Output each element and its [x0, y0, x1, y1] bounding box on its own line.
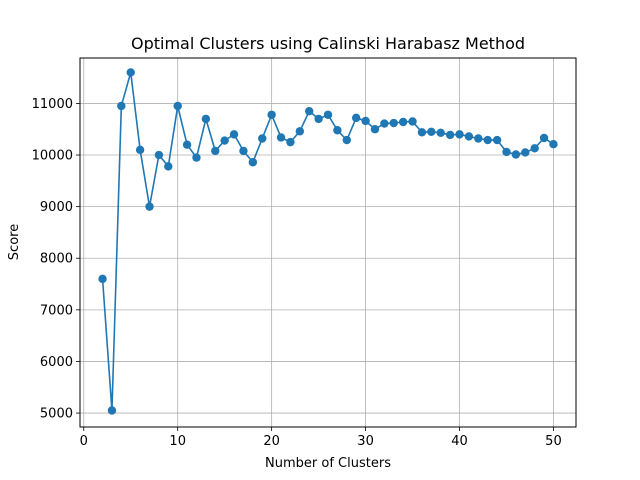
y-tick-label: 7000 — [40, 303, 73, 318]
x-tick-label: 20 — [263, 434, 280, 449]
data-point — [164, 162, 173, 171]
data-point — [417, 128, 427, 137]
plot-area-frame — [79, 57, 577, 428]
data-point — [398, 117, 408, 127]
y-axis-label: Score — [7, 224, 22, 260]
data-point — [464, 132, 474, 141]
y-tick-label: 11000 — [32, 97, 73, 112]
series-score — [98, 68, 558, 415]
data-point — [173, 101, 182, 111]
data-point — [258, 134, 267, 143]
data-point — [107, 406, 117, 415]
data-point — [521, 148, 530, 157]
data-point — [436, 128, 445, 138]
data-point — [380, 119, 389, 128]
data-point — [323, 110, 333, 119]
data-point — [502, 147, 511, 157]
data-point — [98, 274, 107, 284]
data-point — [182, 140, 192, 149]
x-axis-label: Number of Clusters — [265, 456, 391, 471]
data-point — [492, 135, 502, 145]
data-point — [295, 127, 305, 136]
y-tick-label: 9000 — [40, 200, 73, 215]
data-point — [361, 116, 370, 126]
data-point — [455, 130, 464, 139]
y-tick-label: 6000 — [40, 355, 73, 370]
data-point — [145, 202, 154, 211]
x-axis-ticks: 0 10 20 30 40 50 — [80, 427, 562, 449]
data-point — [483, 135, 492, 145]
data-point — [408, 117, 417, 126]
data-point — [248, 158, 258, 167]
data-point — [192, 153, 201, 162]
y-tick-label: 5000 — [40, 407, 73, 422]
data-point — [239, 146, 248, 156]
x-tick-label: 40 — [451, 434, 468, 449]
data-point — [351, 113, 361, 123]
data-point — [229, 130, 239, 139]
data-point — [126, 68, 135, 77]
data-point — [117, 101, 126, 111]
data-point — [342, 135, 351, 145]
data-point — [511, 150, 521, 159]
x-tick-label: 10 — [169, 434, 186, 449]
chart-title: Optimal Clusters using Calinski Harabasz… — [131, 34, 525, 53]
x-tick-label: 0 — [80, 434, 88, 449]
series-line — [101, 72, 554, 411]
data-point — [427, 127, 436, 136]
data-point — [286, 137, 295, 147]
x-tick-label: 30 — [357, 434, 374, 449]
data-point — [549, 139, 558, 149]
data-point — [333, 126, 342, 135]
data-point — [445, 130, 455, 140]
y-axis-ticks: 5000 6000 7000 8000 9000 10000 11000 — [32, 97, 80, 422]
data-point — [201, 114, 211, 124]
x-tick-label: 50 — [545, 434, 562, 449]
data-point — [220, 136, 229, 145]
data-point — [370, 125, 380, 134]
data-point — [154, 150, 164, 160]
data-point — [314, 114, 323, 124]
data-point — [276, 133, 286, 142]
data-point — [530, 144, 539, 153]
data-point — [474, 134, 483, 143]
data-point — [267, 110, 276, 119]
data-point — [305, 106, 314, 116]
y-tick-label: 10000 — [32, 149, 73, 164]
data-point — [389, 118, 398, 128]
y-tick-label: 8000 — [40, 252, 73, 267]
data-point — [211, 146, 220, 156]
data-point — [135, 145, 145, 155]
data-point — [539, 133, 549, 143]
